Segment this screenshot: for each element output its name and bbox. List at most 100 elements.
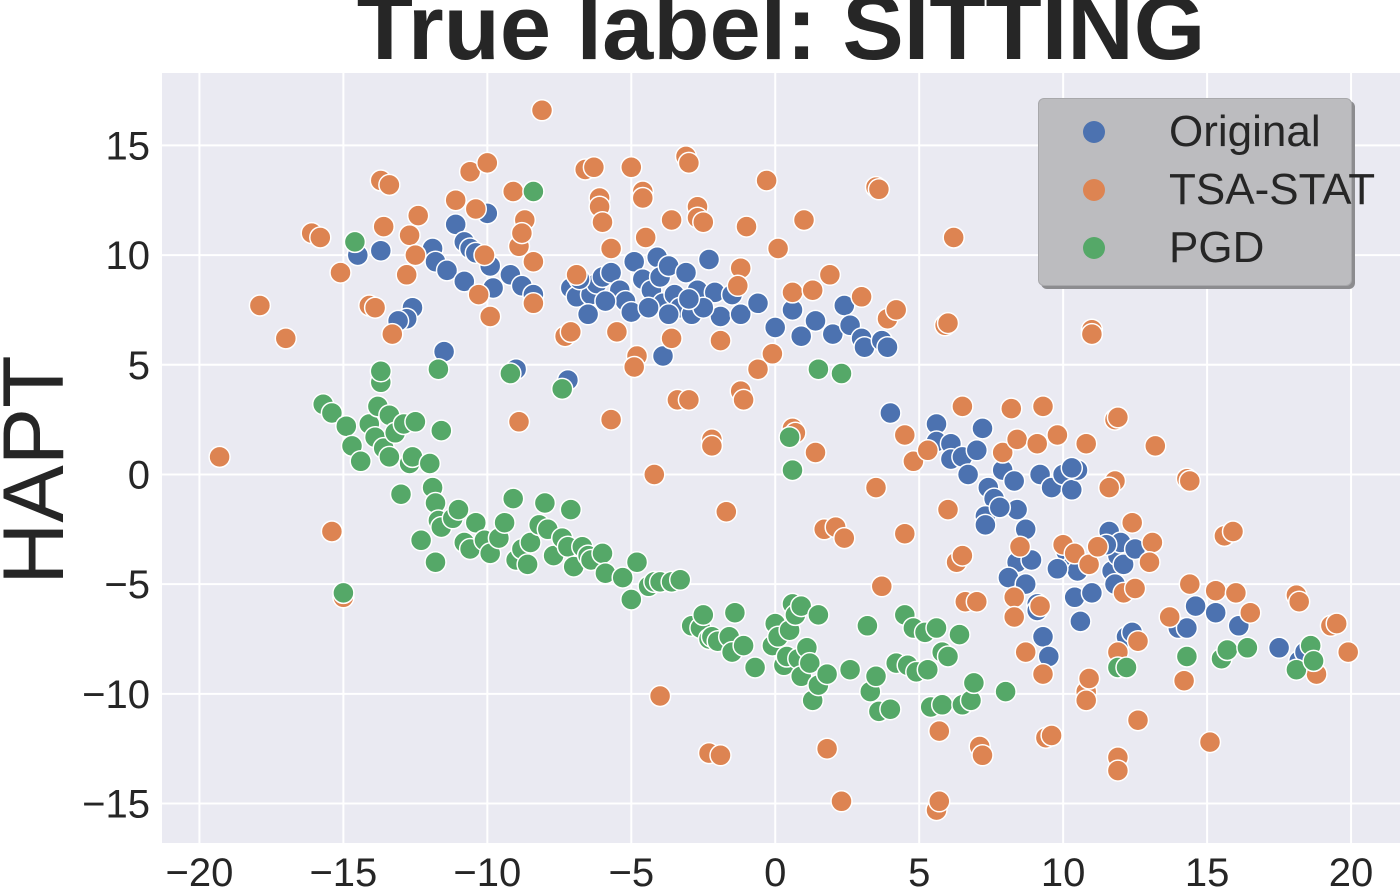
data-point <box>674 261 698 284</box>
data-point <box>1302 649 1325 673</box>
data-point <box>928 719 951 743</box>
data-point <box>709 744 732 767</box>
data-point <box>1172 669 1196 692</box>
data-point <box>928 790 951 813</box>
data-point <box>1074 689 1098 712</box>
data-point <box>1126 708 1150 732</box>
data-point <box>1031 662 1055 686</box>
data-point <box>1014 640 1037 664</box>
data-point <box>729 303 752 326</box>
data-point <box>1267 636 1291 660</box>
data-point <box>1216 638 1239 662</box>
data-point <box>424 550 447 574</box>
data-point <box>1080 581 1104 605</box>
data-point <box>1002 586 1026 609</box>
x-tick-label: 10 <box>1041 851 1086 892</box>
data-point <box>1126 629 1150 653</box>
x-tick-label: 15 <box>1185 851 1230 892</box>
data-point <box>427 357 450 381</box>
data-point <box>1080 322 1104 346</box>
data-point <box>1060 456 1084 480</box>
data-point <box>611 566 634 589</box>
data-point <box>404 243 427 267</box>
data-point <box>1115 656 1138 679</box>
data-point <box>876 335 899 359</box>
data-point <box>634 226 657 249</box>
data-point <box>1005 428 1029 451</box>
data-point <box>864 665 888 688</box>
data-point <box>435 259 459 282</box>
data-point <box>1074 432 1098 455</box>
data-point <box>879 697 902 721</box>
data-point <box>833 526 856 550</box>
data-point <box>622 355 646 379</box>
data-point <box>208 445 231 469</box>
data-point <box>605 320 629 344</box>
data-point <box>1325 612 1348 635</box>
data-point <box>625 550 649 574</box>
data-point <box>798 651 822 675</box>
data-point <box>815 737 839 760</box>
data-point <box>522 292 545 315</box>
legend-label: PGD <box>1169 223 1265 272</box>
data-point <box>1040 724 1063 747</box>
data-point <box>372 215 395 238</box>
data-point <box>766 237 790 260</box>
data-point <box>815 662 839 686</box>
data-point <box>1198 730 1222 754</box>
data-point <box>668 568 692 592</box>
data-point <box>522 250 545 273</box>
data-point <box>988 496 1012 519</box>
data-point <box>378 173 401 197</box>
data-point <box>948 623 971 646</box>
data-point <box>804 441 827 464</box>
data-point <box>1106 406 1130 429</box>
data-point <box>510 221 534 245</box>
data-point <box>916 439 940 462</box>
data-point <box>320 520 344 543</box>
data-point <box>660 208 683 232</box>
data-point <box>804 309 827 333</box>
data-point <box>1097 476 1121 499</box>
data-point <box>363 296 387 319</box>
x-tick-label: 0 <box>764 851 786 892</box>
legend-item: Original <box>1039 103 1321 161</box>
data-point <box>1077 667 1101 690</box>
y-tick-label: 10 <box>106 234 151 278</box>
data-point <box>951 544 974 567</box>
data-point <box>533 491 557 515</box>
data-point <box>248 294 272 317</box>
data-point <box>870 575 894 598</box>
data-point <box>867 178 891 201</box>
data-point <box>781 458 804 482</box>
data-point <box>746 357 770 381</box>
data-point <box>453 270 476 293</box>
data-point <box>620 588 643 611</box>
data-point <box>1112 553 1135 576</box>
data-point <box>965 590 989 613</box>
data-point <box>792 208 816 232</box>
y-tick-label: −15 <box>82 783 150 827</box>
data-point <box>591 210 614 234</box>
data-point <box>1138 550 1161 574</box>
data-point <box>1178 572 1202 596</box>
data-point <box>1069 610 1092 633</box>
data-point <box>692 210 715 234</box>
data-point <box>499 362 522 385</box>
x-tick-label: −10 <box>453 851 521 892</box>
x-tick-label: −20 <box>165 851 233 892</box>
data-point <box>1204 579 1227 602</box>
data-point <box>332 581 355 605</box>
y-tick-label: −5 <box>104 563 150 607</box>
legend-label: TSA-STAT <box>1169 165 1376 214</box>
data-point <box>936 645 960 668</box>
data-point <box>778 425 801 449</box>
data-point <box>830 790 853 813</box>
data-point <box>856 614 879 638</box>
data-point <box>369 360 393 383</box>
data-point <box>493 511 516 534</box>
data-point <box>599 237 623 260</box>
data-point <box>893 522 917 545</box>
data-point <box>1046 423 1069 447</box>
data-point <box>956 463 980 486</box>
